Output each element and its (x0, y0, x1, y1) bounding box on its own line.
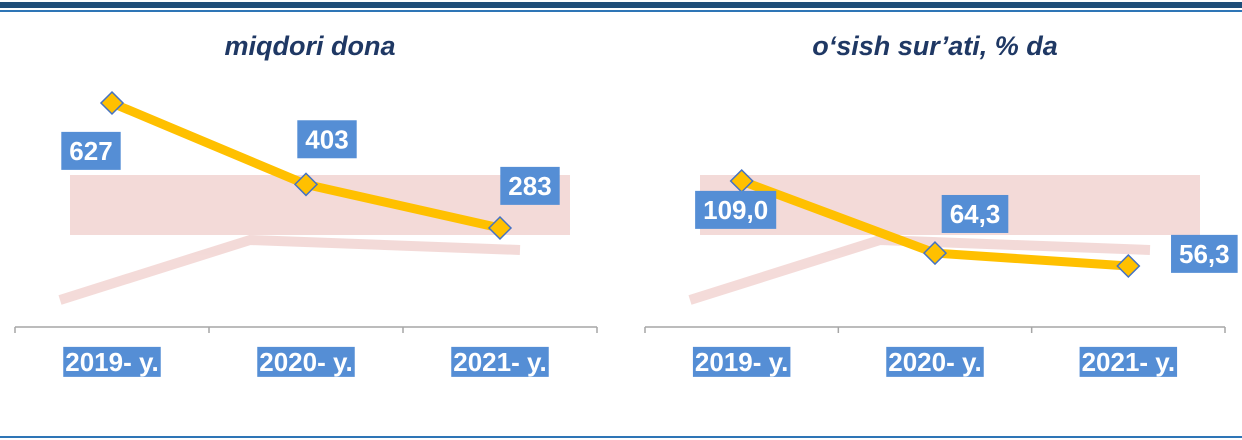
marker (1116, 253, 1141, 279)
data-label-box (1171, 234, 1238, 273)
data-label: 64,3 (950, 199, 1001, 229)
x-tick-label: 2021- y. (1082, 347, 1175, 377)
x-tick-label: 2021- y. (453, 347, 546, 377)
chart-title: miqdori dona (225, 31, 396, 61)
x-tick-label: 2020- y. (888, 347, 981, 377)
x-tick-label: 2019- y. (65, 347, 158, 377)
data-label: 56,3 (1179, 239, 1230, 269)
data-label: 109,0 (703, 195, 768, 225)
data-label-box (297, 120, 357, 159)
x-tick-label: 2019- y. (695, 347, 788, 377)
x-label-box (257, 346, 355, 377)
marker (99, 90, 125, 116)
x-tick-label: 2020- y. (259, 347, 352, 377)
top-border-thin (0, 10, 1242, 12)
data-label-box (695, 190, 777, 229)
x-label-box (886, 346, 984, 377)
data-label: 283 (508, 171, 551, 201)
marker (293, 172, 319, 197)
data-label-box (941, 194, 1009, 233)
marker (487, 215, 513, 241)
x-label-box (1079, 346, 1178, 377)
bottom-border (0, 436, 1242, 438)
data-label: 403 (305, 124, 348, 154)
data-label-box (500, 166, 560, 205)
marker (922, 241, 948, 266)
x-label-box (63, 346, 161, 377)
x-label-box (451, 346, 549, 377)
x-label-box (692, 346, 791, 377)
chart-title: o‘sish sur’ati, % da (812, 31, 1058, 61)
top-border (0, 2, 1242, 8)
data-label-box (61, 131, 121, 170)
data-label: 627 (69, 136, 112, 166)
